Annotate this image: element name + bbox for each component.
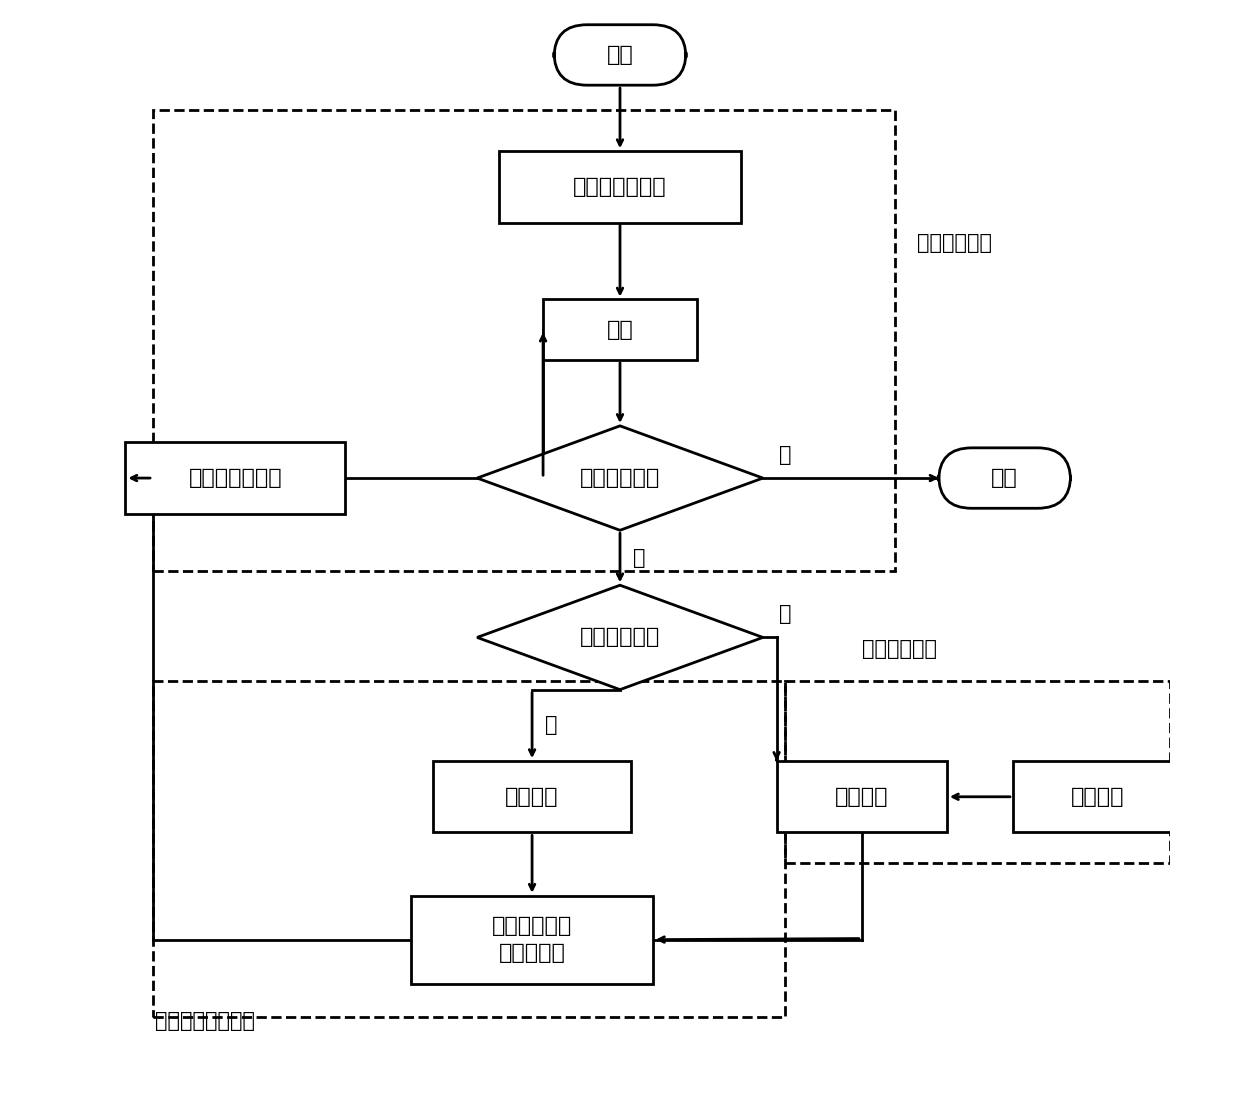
FancyBboxPatch shape <box>939 448 1070 508</box>
Text: 气源补充模块: 气源补充模块 <box>862 640 936 659</box>
Bar <box>500 151 740 222</box>
Bar <box>412 896 653 984</box>
Bar <box>785 681 1169 863</box>
Bar <box>153 681 785 1017</box>
Bar <box>125 443 345 514</box>
Bar <box>543 299 697 360</box>
Text: 电脑: 电脑 <box>606 320 634 340</box>
Text: 是: 是 <box>634 547 646 568</box>
Polygon shape <box>477 586 763 690</box>
Text: 等离子体激励模块: 等离子体激励模块 <box>155 1011 255 1031</box>
Text: 等离子体合成
射流激励器: 等离子体合成 射流激励器 <box>492 917 572 963</box>
Bar <box>433 761 631 833</box>
Polygon shape <box>477 426 763 531</box>
Text: 开始: 开始 <box>606 45 634 65</box>
FancyBboxPatch shape <box>554 24 686 86</box>
Bar <box>153 110 895 571</box>
Text: 腔内压力传感器: 腔内压力传感器 <box>188 468 283 488</box>
Bar <box>776 761 947 833</box>
Text: 结束: 结束 <box>991 468 1018 488</box>
Text: 压力测量模块: 压力测量模块 <box>916 233 992 253</box>
Text: 否: 否 <box>780 445 792 465</box>
Text: 高压电源: 高压电源 <box>506 787 559 807</box>
Bar <box>1013 761 1183 833</box>
Text: 高压气源: 高压气源 <box>1071 787 1125 807</box>
Text: 气流阀门: 气流阀门 <box>835 787 889 807</box>
Text: 是: 是 <box>780 604 792 624</box>
Text: 表面压力传感器: 表面压力传感器 <box>573 177 667 197</box>
Text: 是否需要补气: 是否需要补气 <box>580 628 660 647</box>
Text: 是否需要控制: 是否需要控制 <box>580 468 660 488</box>
Text: 否: 否 <box>546 715 558 735</box>
